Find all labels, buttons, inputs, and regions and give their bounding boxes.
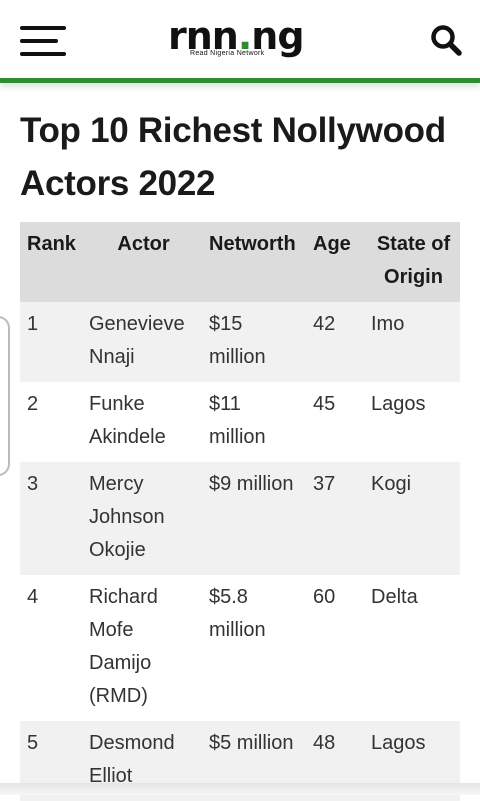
logo-wordmark: rnn.ng xyxy=(168,14,305,58)
hamburger-menu-icon[interactable] xyxy=(20,26,66,56)
site-logo[interactable]: rnn.ng Read Nigeria Network xyxy=(168,14,310,62)
column-header-state: State of Origin xyxy=(364,222,460,302)
cell-rank: 4 xyxy=(20,575,82,721)
cell-actor: Mercy Johnson Okojie xyxy=(82,462,202,575)
cell-age: 37 xyxy=(306,462,364,575)
side-drawer-handle[interactable] xyxy=(0,316,10,476)
table-row: 1 Genevieve Nnaji $15 million 42 Imo xyxy=(20,302,460,382)
cell-actor: Genevieve Nnaji xyxy=(82,302,202,382)
article-title: Top 10 Richest Nollywood Actors 2022 xyxy=(20,111,446,203)
menu-bar xyxy=(20,26,66,30)
cell-age: 45 xyxy=(306,382,364,462)
table-header-row: Rank Actor Networth Age State of Origin xyxy=(20,222,460,302)
column-header-age: Age xyxy=(306,222,364,302)
menu-bar xyxy=(20,39,58,43)
logo-text: rnn xyxy=(168,14,239,58)
cell-rank: 3 xyxy=(20,462,82,575)
table-row: 2 Funke Akindele $11 million 45 Lagos xyxy=(20,382,460,462)
cell-networth: $11 million xyxy=(202,382,306,462)
cell-state: Delta xyxy=(364,575,460,721)
cell-state: Lagos xyxy=(364,382,460,462)
table-row: 4 Richard Mofe Damijo (RMD) $5.8 million… xyxy=(20,575,460,721)
cell-state: Kogi xyxy=(364,462,460,575)
column-header-networth: Networth xyxy=(202,222,306,302)
menu-bar xyxy=(20,52,66,56)
cell-age: 42 xyxy=(306,302,364,382)
search-icon[interactable] xyxy=(430,24,462,56)
logo-suffix: ng xyxy=(251,14,304,58)
table-row: 3 Mercy Johnson Okojie $9 million 37 Kog… xyxy=(20,462,460,575)
cell-rank: 1 xyxy=(20,302,82,382)
cell-actor: Funke Akindele xyxy=(82,382,202,462)
column-header-actor: Actor xyxy=(82,222,202,302)
richest-actors-table: Rank Actor Networth Age State of Origin … xyxy=(20,222,460,801)
logo-dot: . xyxy=(237,14,252,58)
cell-networth: $15 million xyxy=(202,302,306,382)
cell-networth: $5.8 million xyxy=(202,575,306,721)
cell-networth: $9 million xyxy=(202,462,306,575)
cell-rank: 2 xyxy=(20,382,82,462)
bottom-edge-shadow xyxy=(0,783,480,795)
logo-tagline: Read Nigeria Network xyxy=(190,50,265,57)
site-header: rnn.ng Read Nigeria Network xyxy=(0,0,480,83)
cell-age: 60 xyxy=(306,575,364,721)
cell-actor: Richard Mofe Damijo (RMD) xyxy=(82,575,202,721)
column-header-rank: Rank xyxy=(20,222,82,302)
cell-state: Imo xyxy=(364,302,460,382)
